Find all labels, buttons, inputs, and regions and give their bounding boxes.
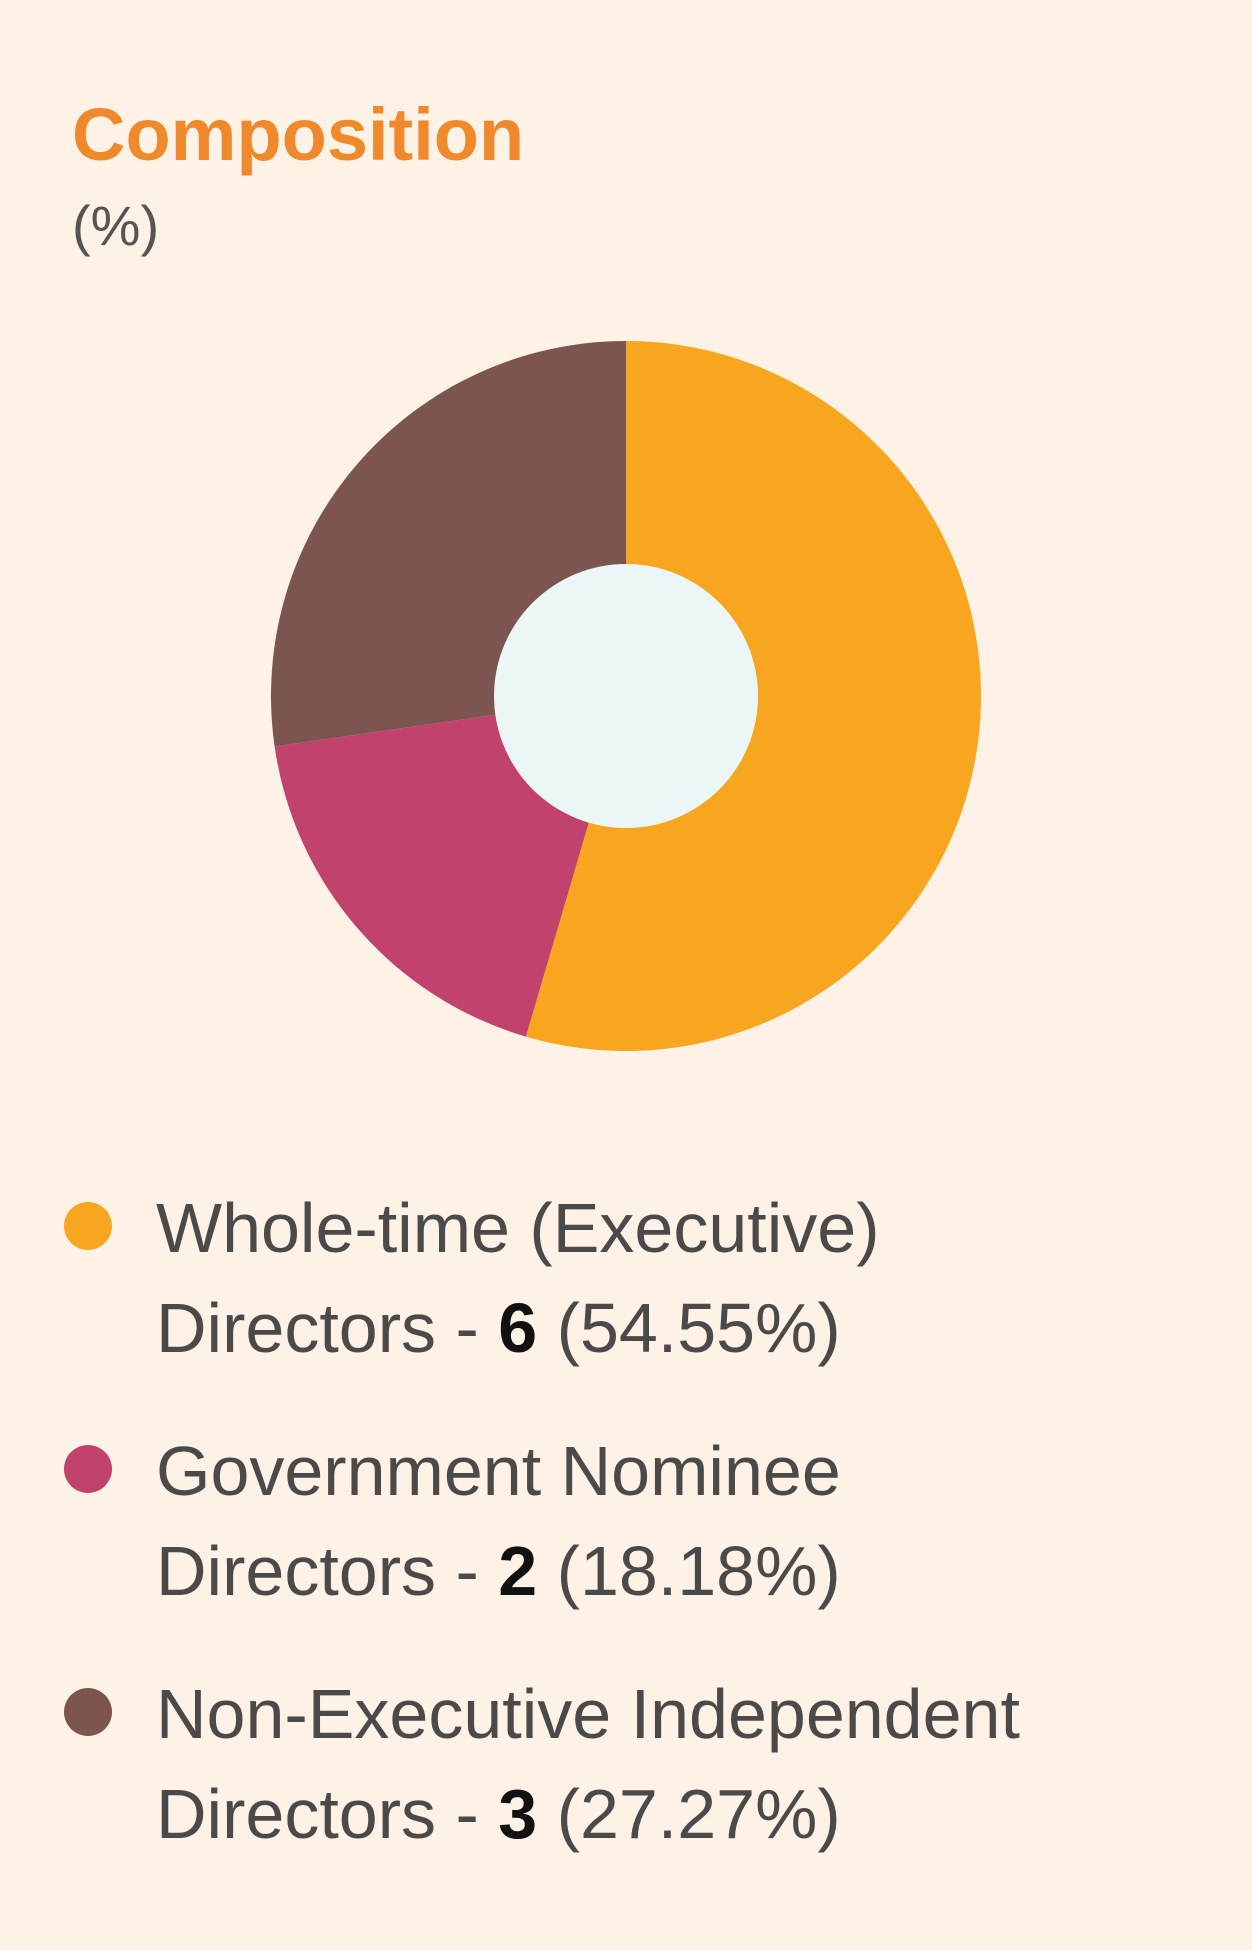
legend-item-whole-time-directors: Whole-time (Executive) Directors - 6 (54… [60,1178,1210,1421]
legend-count: 3 [498,1775,538,1853]
chart-legend: Whole-time (Executive) Directors - 6 (54… [60,1178,1210,1907]
legend-label-line1: Non-Executive Independent [156,1675,1020,1753]
legend-label-line2: Directors - [156,1532,499,1610]
legend-percent: (18.18%) [537,1532,841,1610]
chart-title: Composition [72,93,525,176]
legend-percent: (54.55%) [537,1289,841,1367]
legend-label-line2: Directors - [156,1289,499,1367]
legend-dot-icon [64,1202,112,1250]
legend-dot-icon [64,1445,112,1493]
legend-count: 2 [498,1532,538,1610]
legend-label-line2: Directors - [156,1775,499,1853]
legend-item-government-nominee-directors: Government Nominee Directors - 2 (18.18%… [60,1421,1210,1664]
legend-label-line1: Government Nominee [156,1432,841,1510]
donut-chart [271,341,982,1052]
chart-subtitle: (%) [72,194,160,257]
legend-item-non-executive-independent-directors: Non-Executive Independent Directors - 3 … [60,1664,1210,1907]
legend-percent: (27.27%) [537,1775,841,1853]
legend-dot-icon [64,1688,112,1736]
legend-count: 6 [498,1289,538,1367]
donut-hole [494,564,758,828]
legend-label-line1: Whole-time (Executive) [156,1189,880,1267]
